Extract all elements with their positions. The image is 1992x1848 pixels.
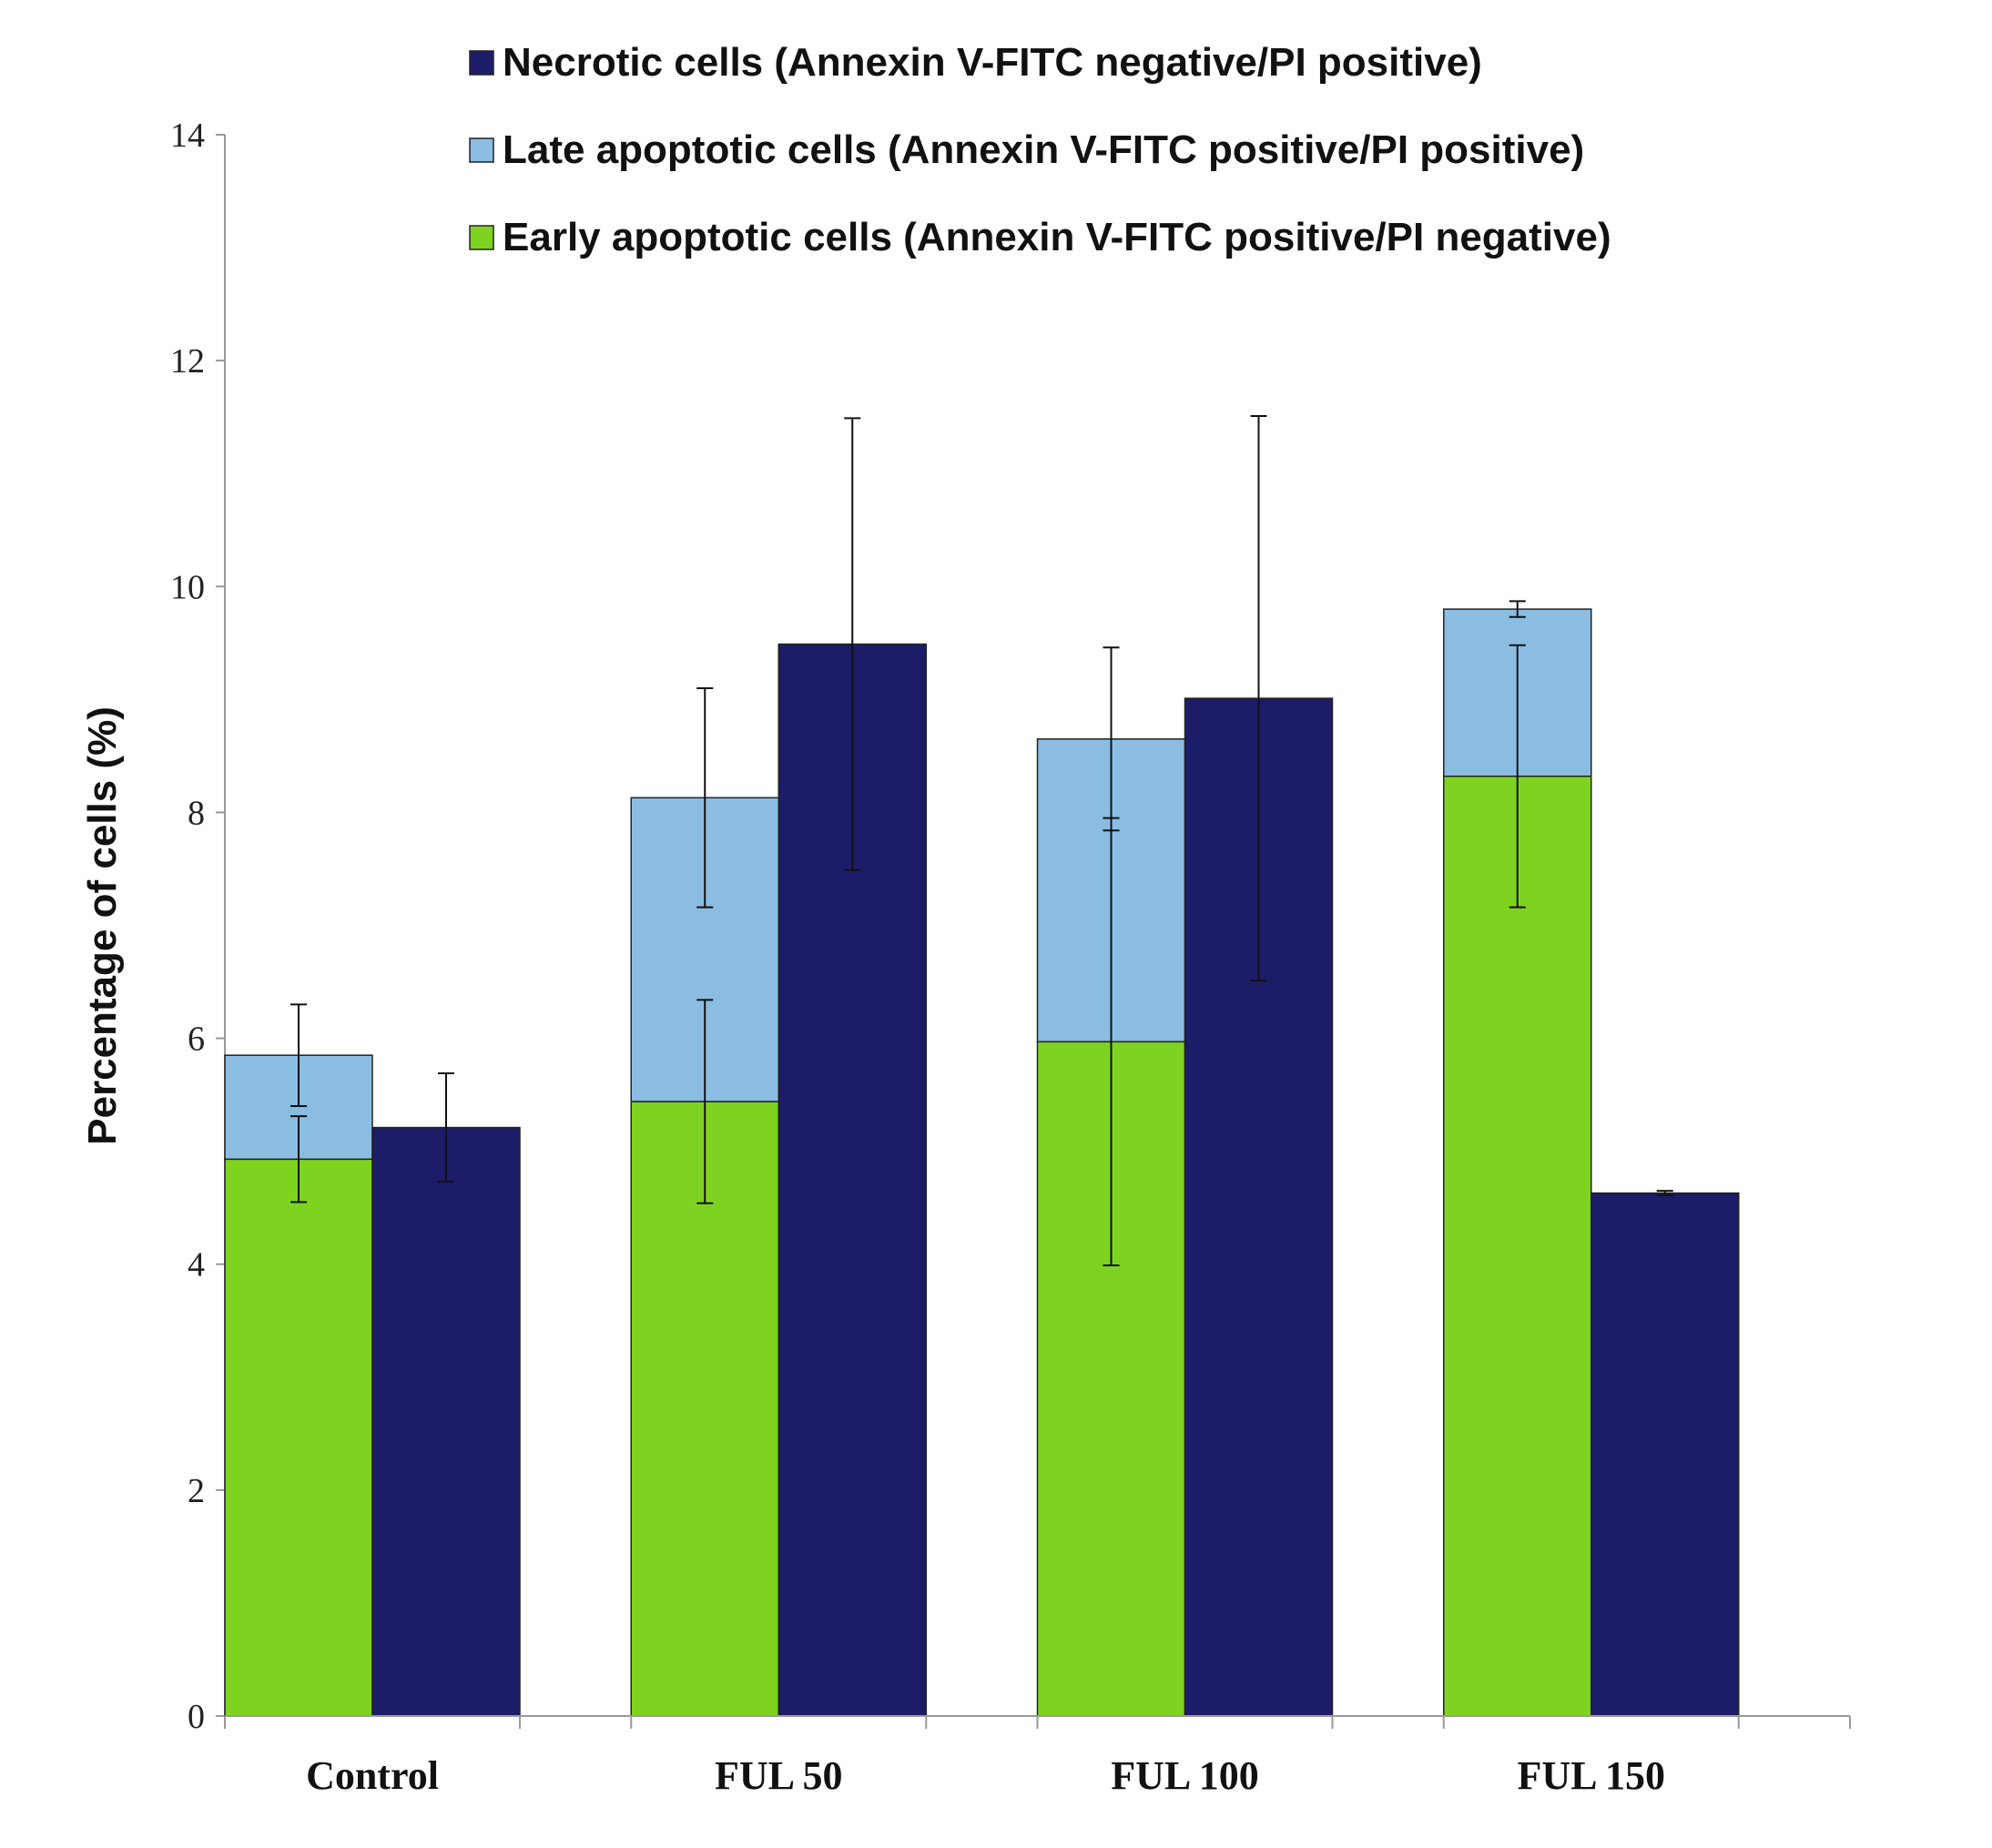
legend-label: Late apoptotic cells (Annexin V-FITC pos… xyxy=(503,127,1584,172)
y-axis-label: Percentage of cells (%) xyxy=(80,706,125,1145)
bar-necrotic xyxy=(1591,1192,1740,1717)
x-category-label: FUL 50 xyxy=(715,1753,843,1798)
legend: Necrotic cells (Annexin V-FITC negative/… xyxy=(469,40,1611,259)
legend-swatch xyxy=(469,50,494,76)
bar-early-apoptotic xyxy=(224,1158,373,1717)
x-category-label: FUL 100 xyxy=(1111,1753,1259,1798)
y-tick-label: 12 xyxy=(170,342,205,381)
x-category-label: FUL 150 xyxy=(1517,1753,1665,1798)
x-category-label: Control xyxy=(306,1753,439,1798)
y-tick-label: 10 xyxy=(170,568,205,606)
y-tick-label: 8 xyxy=(188,794,205,832)
y-axis: 0 2 4 6 8 10 12 14 xyxy=(170,117,226,1736)
y-tick-label: 14 xyxy=(170,117,205,155)
y-tick-label: 4 xyxy=(188,1246,205,1284)
x-axis: Control FUL 50 FUL 100 FUL 150 xyxy=(224,1715,1851,1798)
y-tick-label: 6 xyxy=(188,1020,205,1059)
legend-label: Necrotic cells (Annexin V-FITC negative/… xyxy=(503,40,1482,85)
legend-label: Early apoptotic cells (Annexin V-FITC po… xyxy=(503,215,1611,259)
legend-swatch xyxy=(469,225,494,250)
bar-early-apoptotic xyxy=(1443,775,1592,1717)
bar-necrotic xyxy=(371,1126,521,1717)
y-tick-label: 0 xyxy=(188,1698,205,1736)
legend-swatch xyxy=(469,137,494,163)
y-tick-label: 2 xyxy=(188,1472,205,1510)
error-bars xyxy=(290,414,1673,1266)
bars xyxy=(224,608,1740,1717)
